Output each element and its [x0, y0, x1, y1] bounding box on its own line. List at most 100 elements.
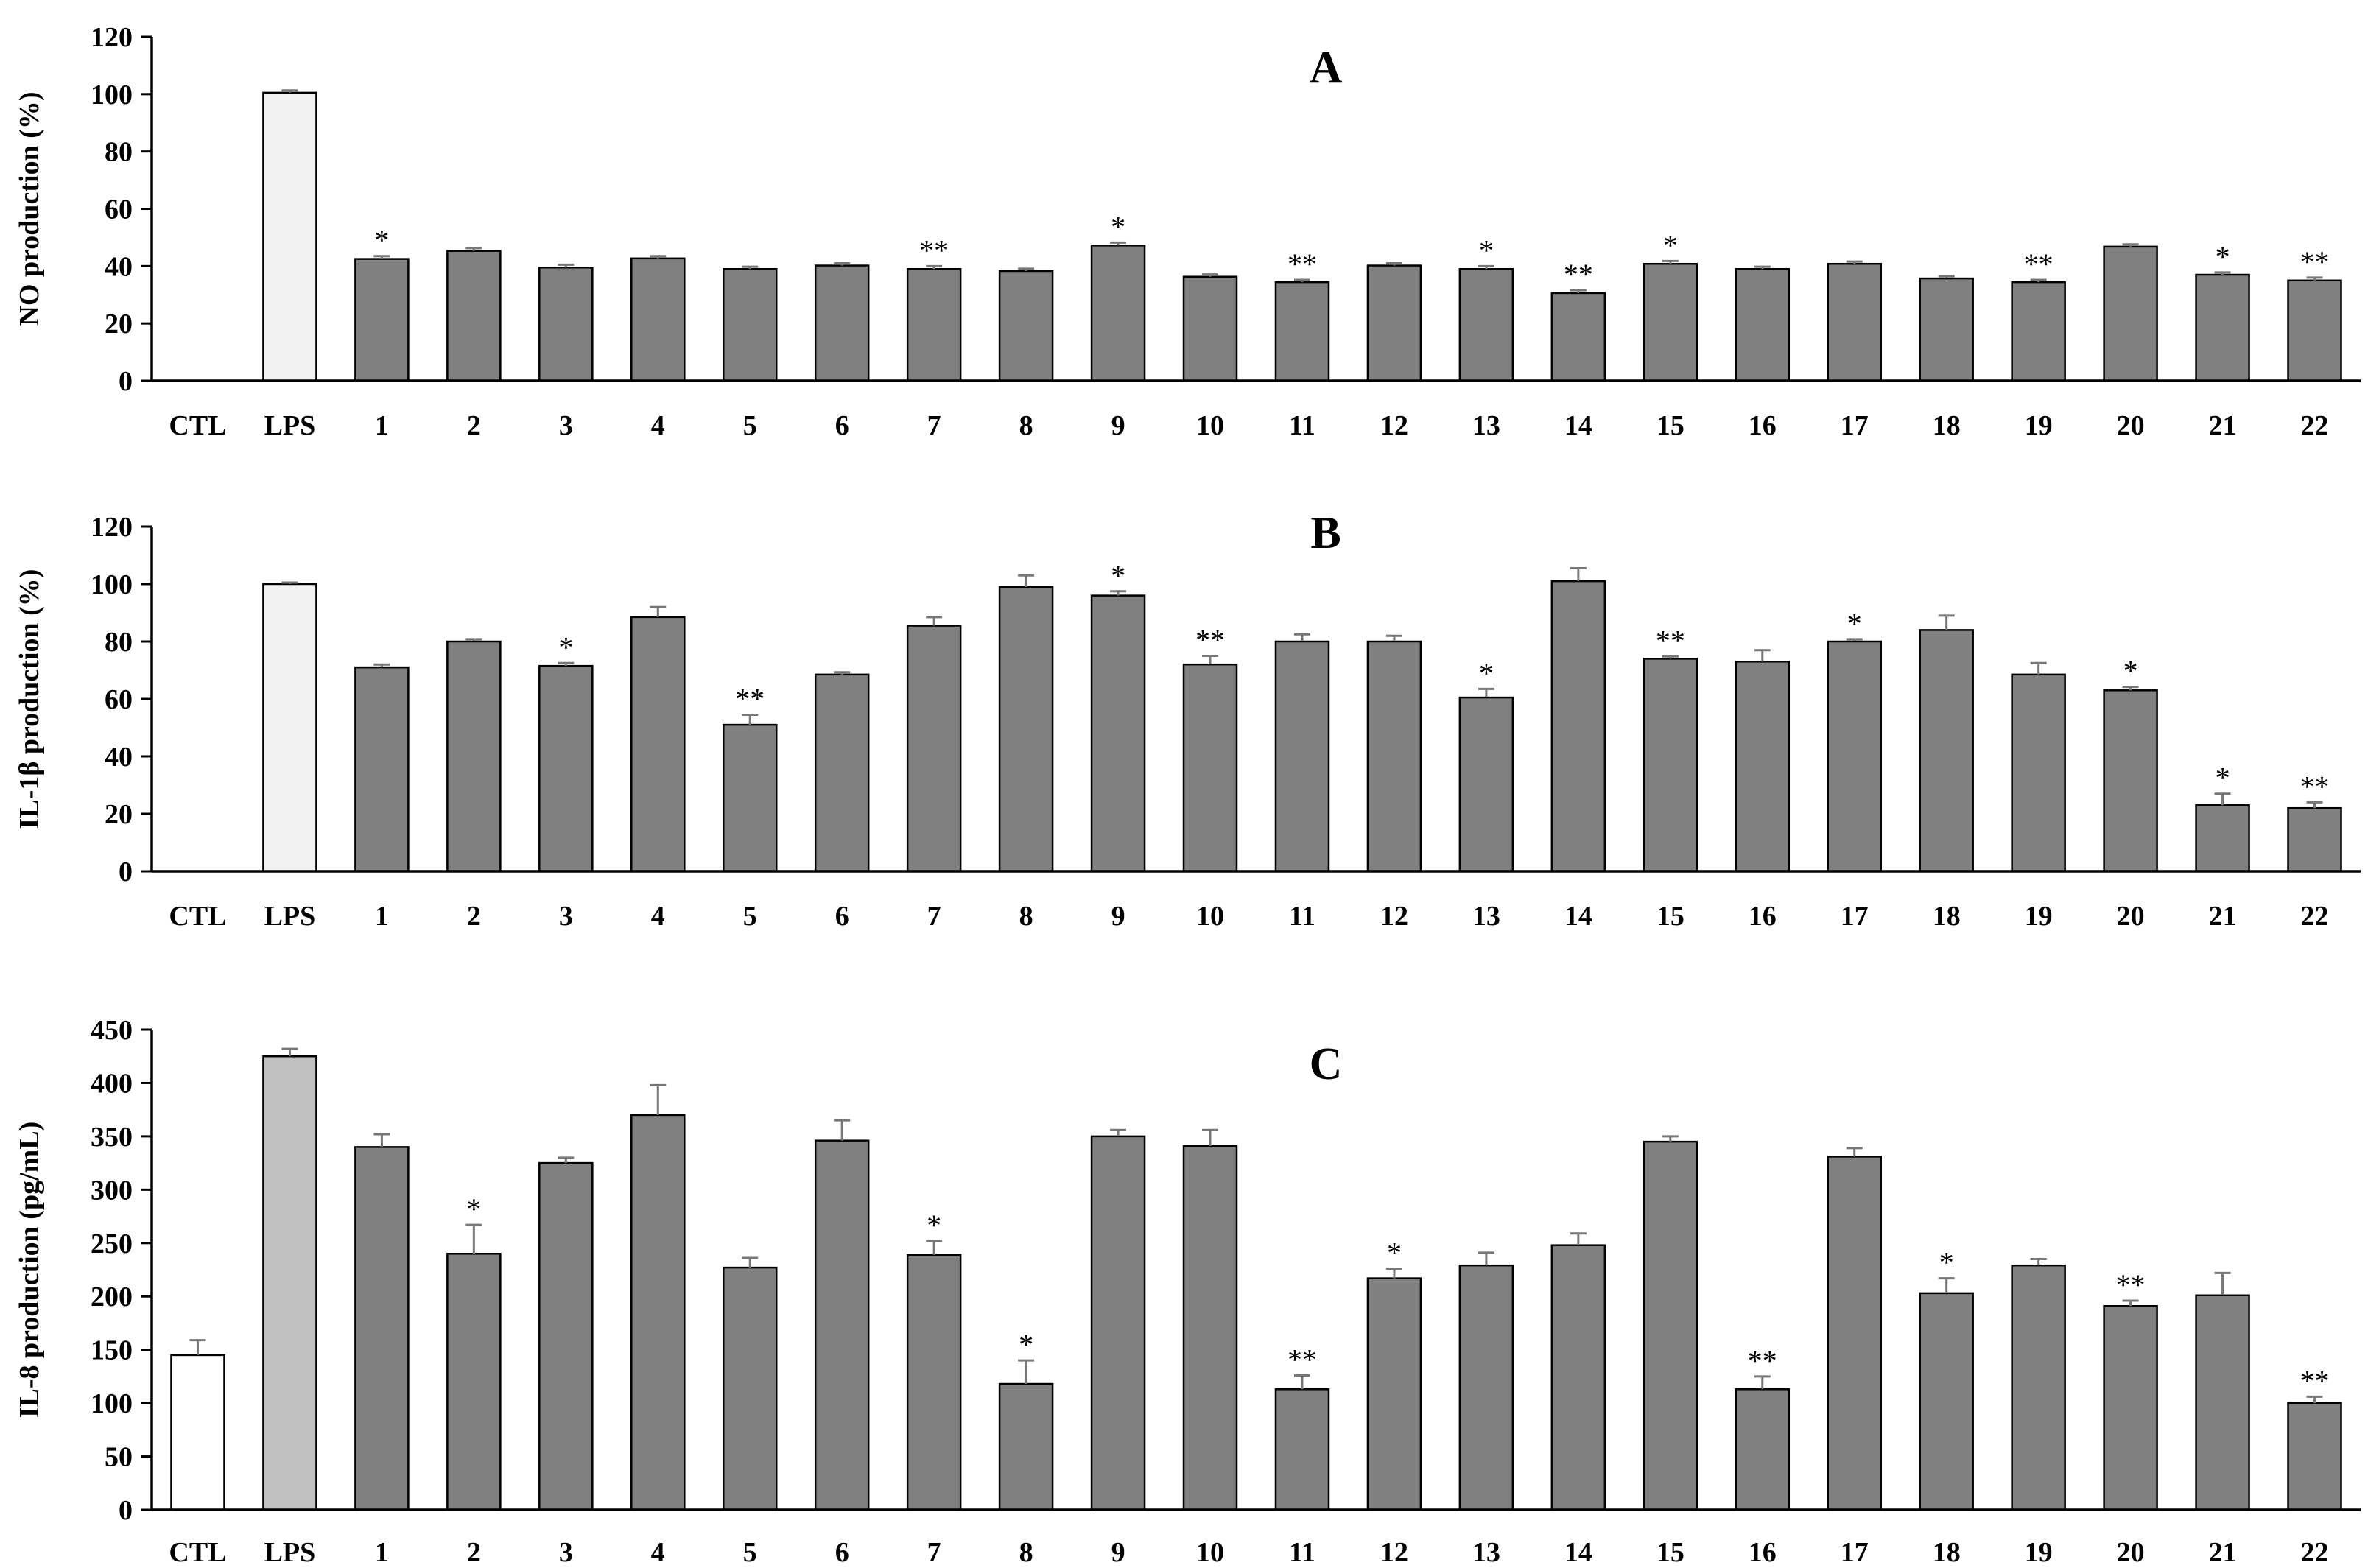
- significance-mark: **: [2300, 770, 2330, 803]
- x-tick-label: 18: [1933, 1537, 1961, 1568]
- x-tick-label: 3: [559, 1537, 573, 1568]
- bar: [1182, 275, 1238, 382]
- x-tick-label: 19: [2025, 410, 2053, 441]
- y-tick-label: 200: [91, 1282, 133, 1312]
- y-tick-label: 300: [91, 1175, 133, 1206]
- significance-mark: *: [558, 630, 573, 664]
- x-tick-label: 7: [927, 901, 941, 932]
- bar: [1735, 1388, 1791, 1511]
- bar: [1550, 1244, 1606, 1511]
- panel-title: C: [1310, 1039, 1343, 1089]
- x-tick-label: 11: [1289, 901, 1315, 932]
- y-tick-label: 0: [119, 1495, 133, 1526]
- x-tick-label: 15: [1656, 410, 1684, 441]
- bar: [906, 267, 962, 382]
- x-tick-label: 20: [2117, 901, 2145, 932]
- bar: [2103, 245, 2158, 382]
- significance-mark: *: [2123, 655, 2138, 688]
- x-tick-label: 21: [2209, 410, 2237, 441]
- significance-mark: *: [1019, 1328, 1033, 1361]
- bar: [814, 1139, 870, 1511]
- bar: [1735, 661, 1791, 873]
- significance-mark: *: [2216, 762, 2230, 795]
- x-tick-label: 9: [1111, 1537, 1125, 1568]
- x-tick-label: 9: [1111, 901, 1125, 932]
- bar: [722, 723, 778, 873]
- bar: [1182, 663, 1238, 873]
- x-tick-label: 9: [1111, 410, 1125, 441]
- y-tick-label: 20: [105, 799, 133, 830]
- significance-mark: *: [1663, 228, 1678, 261]
- y-tick-label: 100: [91, 80, 133, 110]
- bar: [1366, 640, 1422, 873]
- y-tick-label: 40: [105, 742, 133, 773]
- x-tick-label: 15: [1656, 901, 1684, 932]
- significance-mark: *: [1111, 559, 1125, 592]
- x-tick-label: 5: [743, 1537, 757, 1568]
- y-axis-label: IL-1β production (%): [14, 569, 45, 829]
- bar: [1643, 262, 1698, 382]
- bar: [1827, 640, 1882, 873]
- bar: [1274, 640, 1330, 873]
- x-tick-label: 17: [1841, 410, 1869, 441]
- bar: [1090, 245, 1146, 382]
- x-tick-label: 8: [1019, 1537, 1033, 1568]
- significance-mark: *: [2216, 240, 2230, 273]
- significance-mark: *: [1939, 1246, 1954, 1279]
- bar: [814, 673, 870, 873]
- x-tick-label: 18: [1933, 901, 1961, 932]
- x-tick-label: 18: [1933, 410, 1961, 441]
- x-tick-label: CTL: [169, 410, 226, 441]
- y-tick-label: 80: [105, 627, 133, 658]
- bar: [2195, 804, 2250, 873]
- x-tick-label: 5: [743, 410, 757, 441]
- significance-mark: **: [1195, 624, 1225, 657]
- y-tick-label: 120: [91, 22, 133, 53]
- x-tick-label: 13: [1472, 901, 1500, 932]
- x-tick-label: 14: [1564, 410, 1592, 441]
- bar: [446, 1253, 502, 1511]
- bar: [906, 625, 962, 873]
- panel-title: B: [1310, 508, 1341, 558]
- bar: [1458, 696, 1514, 873]
- y-tick-label: 150: [91, 1335, 133, 1366]
- bar: [446, 250, 502, 382]
- x-tick-label: 14: [1564, 1537, 1592, 1568]
- significance-mark: *: [927, 1209, 941, 1242]
- bar: [1643, 1140, 1698, 1511]
- x-tick-label: 6: [835, 901, 849, 932]
- x-tick-label: 13: [1472, 1537, 1500, 1568]
- x-tick-label: 10: [1196, 410, 1224, 441]
- significance-mark: **: [735, 682, 765, 715]
- y-tick-label: 100: [91, 1388, 133, 1419]
- y-tick-label: 350: [91, 1122, 133, 1153]
- x-tick-label: 1: [375, 901, 389, 932]
- bar: [1919, 629, 1974, 873]
- bar: [2287, 806, 2342, 873]
- bar: [1550, 292, 1606, 382]
- significance-mark: **: [2024, 247, 2053, 281]
- x-tick-label: 10: [1196, 1537, 1224, 1568]
- x-tick-label: 10: [1196, 901, 1224, 932]
- x-tick-label: 21: [2209, 1537, 2237, 1568]
- x-tick-label: 17: [1841, 1537, 1869, 1568]
- bar: [722, 1266, 778, 1511]
- y-tick-label: 100: [91, 569, 133, 600]
- bar: [262, 583, 317, 873]
- bar: [354, 1146, 410, 1511]
- y-axis-label: NO production (%): [14, 91, 45, 326]
- bar: [722, 267, 778, 382]
- significance-mark: **: [1287, 1343, 1317, 1376]
- x-tick-label: 22: [2301, 410, 2329, 441]
- significance-mark: *: [374, 224, 389, 257]
- bar: [2011, 1264, 2066, 1511]
- bar: [1090, 1135, 1146, 1511]
- y-axis-label: IL-8 production (pg/mL): [14, 1122, 45, 1418]
- chart-panel-C: C IL-8 production (pg/mL) 0 50 100 150 200 250 3…: [14, 1015, 2361, 1568]
- y-tick-label: 0: [119, 366, 133, 397]
- x-tick-label: 22: [2301, 901, 2329, 932]
- x-tick-label: 4: [651, 1537, 665, 1568]
- x-tick-label: 12: [1380, 1537, 1408, 1568]
